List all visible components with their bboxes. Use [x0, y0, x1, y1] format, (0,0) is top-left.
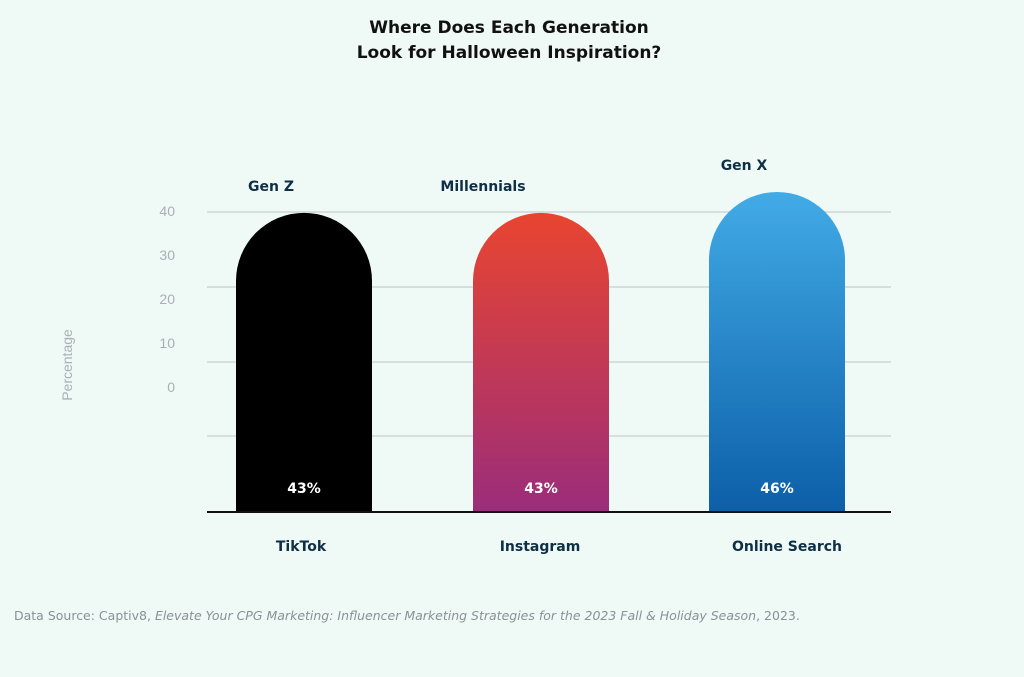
source-prefix: Data Source: Captiv8,	[14, 608, 155, 623]
bar-value-label: 43%	[287, 481, 321, 497]
bar-value-label: 43%	[524, 481, 558, 497]
bar-online-search	[709, 192, 845, 512]
category-label: Instagram	[500, 539, 581, 555]
bar-value-label: 46%	[760, 481, 794, 497]
y-tick-label: 20	[159, 291, 175, 307]
y-axis-label: Percentage	[59, 329, 75, 401]
y-tick-label: 0	[167, 379, 175, 395]
y-tick-label: 30	[159, 247, 175, 263]
bar-tiktok	[236, 212, 372, 513]
y-tick-labels: 40 30 20 10 0	[159, 203, 175, 395]
bars: 43% Gen Z TikTok 43% Millennials Instagram 46%…	[236, 158, 845, 555]
bar-instagram	[473, 212, 609, 512]
source-suffix: , 2023.	[756, 608, 800, 623]
y-tick-label: 10	[159, 335, 175, 351]
category-label: Online Search	[732, 539, 842, 555]
category-label: TikTok	[276, 539, 327, 555]
y-tick-label: 40	[159, 203, 175, 219]
chart-title-line-2: Look for Halloween Inspiration?	[357, 43, 662, 63]
generation-label: Millennials	[440, 179, 525, 195]
data-source-note: Data Source: Captiv8, Elevate Your CPG M…	[14, 608, 800, 623]
source-title: Elevate Your CPG Marketing: Influencer M…	[154, 608, 757, 623]
chart-title-line-1: Where Does Each Generation	[369, 18, 648, 38]
generation-label: Gen Z	[248, 179, 294, 195]
generation-label: Gen X	[721, 158, 768, 174]
